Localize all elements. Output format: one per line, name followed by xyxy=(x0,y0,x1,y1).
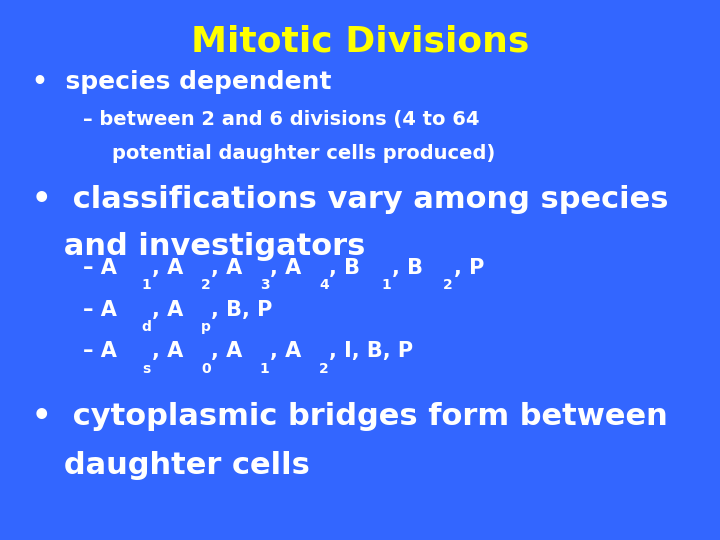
Text: , A: , A xyxy=(211,341,242,361)
Text: s: s xyxy=(142,362,150,376)
Text: , A: , A xyxy=(152,341,183,361)
Text: 1: 1 xyxy=(142,279,152,293)
Text: 1: 1 xyxy=(260,362,270,376)
Text: potential daughter cells produced): potential daughter cells produced) xyxy=(112,144,495,163)
Text: 1: 1 xyxy=(382,279,392,293)
Text: , A: , A xyxy=(270,258,301,278)
Text: – between 2 and 6 divisions (4 to 64: – between 2 and 6 divisions (4 to 64 xyxy=(83,110,480,129)
Text: •  classifications vary among species: • classifications vary among species xyxy=(32,185,669,214)
Text: 0: 0 xyxy=(201,362,210,376)
Text: , A: , A xyxy=(152,258,183,278)
Text: , P: , P xyxy=(454,258,484,278)
Text: d: d xyxy=(142,320,152,334)
Text: 3: 3 xyxy=(260,279,269,293)
Text: , B: , B xyxy=(329,258,360,278)
Text: , B: , B xyxy=(392,258,423,278)
Text: and investigators: and investigators xyxy=(32,232,366,261)
Text: Mitotic Divisions: Mitotic Divisions xyxy=(191,24,529,58)
Text: , B, P: , B, P xyxy=(211,300,272,320)
Text: p: p xyxy=(201,320,211,334)
Text: – A: – A xyxy=(83,258,117,278)
Text: •  cytoplasmic bridges form between: • cytoplasmic bridges form between xyxy=(32,402,668,431)
Text: daughter cells: daughter cells xyxy=(32,451,310,480)
Text: – A: – A xyxy=(83,341,117,361)
Text: , A: , A xyxy=(270,341,301,361)
Text: , A: , A xyxy=(152,300,183,320)
Text: 2: 2 xyxy=(319,362,329,376)
Text: 2: 2 xyxy=(443,279,453,293)
Text: , A: , A xyxy=(211,258,242,278)
Text: 2: 2 xyxy=(201,279,211,293)
Text: , I, B, P: , I, B, P xyxy=(329,341,413,361)
Text: – A: – A xyxy=(83,300,117,320)
Text: 4: 4 xyxy=(319,279,329,293)
Text: •  species dependent: • species dependent xyxy=(32,70,332,94)
